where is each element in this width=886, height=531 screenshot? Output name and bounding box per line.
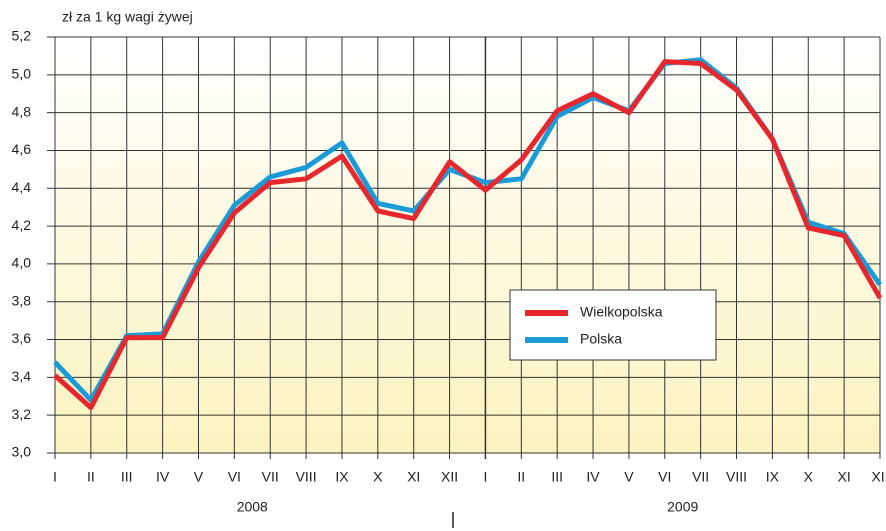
- x-tick-label: V: [194, 469, 204, 485]
- x-tick-label: I: [483, 469, 487, 485]
- x-tick-label: XI: [838, 469, 851, 485]
- x-tick-label: III: [551, 469, 563, 485]
- y-tick-label: 4,2: [12, 217, 32, 233]
- legend-label: Wielkopolska: [580, 304, 663, 320]
- x-tick-label: VIII: [296, 469, 317, 485]
- y-axis-label: zł za 1 kg wagi żywej: [62, 9, 193, 25]
- series-line: [53, 59, 883, 411]
- y-tick-label: 4,8: [12, 103, 32, 119]
- x-tick-label: IV: [586, 469, 600, 485]
- year-label: 2008: [237, 499, 268, 515]
- x-tick-label: V: [624, 469, 634, 485]
- y-tick-label: 4,6: [12, 141, 32, 157]
- x-tick-label: I: [53, 469, 57, 485]
- y-tick-label: 5,0: [12, 66, 32, 82]
- x-tick-label: VIII: [726, 469, 747, 485]
- x-tick-label: VI: [228, 469, 241, 485]
- y-tick-label: 3,0: [12, 444, 32, 460]
- y-tick-label: 3,4: [12, 368, 32, 384]
- y-tick-label: 3,6: [12, 330, 32, 346]
- x-tick-label: IX: [766, 469, 780, 485]
- x-tick-label: VII: [262, 469, 279, 485]
- year-label: 2009: [667, 499, 698, 515]
- x-tick-label: X: [373, 469, 383, 485]
- x-tick-label: XII: [871, 469, 886, 485]
- x-tick-label: IX: [335, 469, 349, 485]
- x-tick-label: VII: [692, 469, 709, 485]
- x-tick-label: IV: [156, 469, 170, 485]
- y-tick-label: 3,8: [12, 292, 32, 308]
- plot-area: [55, 37, 880, 453]
- legend-box: [509, 289, 717, 361]
- x-tick-label: III: [121, 469, 133, 485]
- legend-label: Polska: [580, 331, 622, 347]
- y-tick-label: 3,2: [12, 406, 32, 422]
- x-tick-label: X: [804, 469, 814, 485]
- y-tick-label: 4,4: [12, 179, 32, 195]
- x-tick-label: XII: [441, 469, 458, 485]
- x-tick-label: VI: [658, 469, 671, 485]
- x-tick-label: II: [87, 469, 95, 485]
- x-tick-label: XI: [407, 469, 420, 485]
- y-tick-label: 5,2: [12, 28, 32, 44]
- x-tick-label: II: [517, 469, 525, 485]
- y-tick-label: 4,0: [12, 255, 32, 271]
